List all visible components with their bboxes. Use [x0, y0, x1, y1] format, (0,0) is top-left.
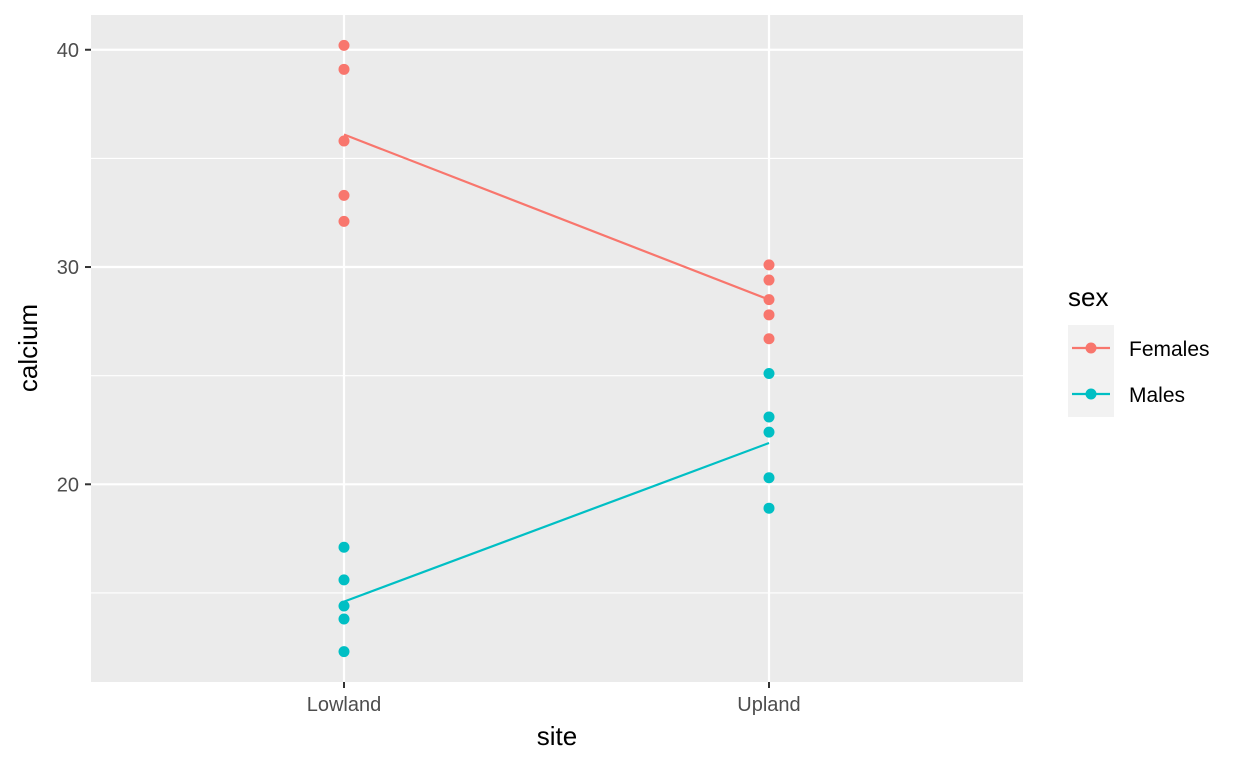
x-axis-title: site [537, 721, 577, 751]
data-point-males [338, 541, 350, 553]
data-point-females [338, 189, 350, 201]
data-point-males [763, 426, 775, 438]
x-tick-label: Lowland [307, 694, 382, 716]
legend: sex Females Males [1068, 282, 1210, 417]
x-tick-label: Upland [737, 694, 800, 716]
data-point-females [763, 333, 775, 345]
legend-label-males: Males [1129, 384, 1185, 407]
data-points [338, 39, 775, 658]
data-point-males [338, 574, 350, 586]
data-point-females [763, 274, 775, 286]
legend-key-point [1085, 388, 1097, 400]
series-line-females [343, 133, 770, 301]
data-point-females [763, 294, 775, 306]
data-point-females [338, 135, 350, 147]
data-point-females [763, 259, 775, 271]
data-point-females [338, 39, 350, 51]
data-point-males [763, 411, 775, 423]
data-point-males [338, 646, 350, 658]
y-tick-label: 40 [57, 40, 79, 62]
gridlines [91, 15, 1023, 682]
mean-lines [343, 133, 770, 603]
data-point-males [763, 472, 775, 484]
data-point-males [763, 502, 775, 514]
panel-background [91, 15, 1023, 682]
y-tick-label: 30 [57, 257, 79, 279]
data-point-females [338, 215, 350, 227]
data-point-males [763, 367, 775, 379]
series-line-males [343, 441, 770, 603]
plot-panel [91, 15, 1023, 682]
y-axis-title: calcium [13, 304, 43, 392]
data-point-females [338, 63, 350, 75]
legend-key-point [1085, 342, 1097, 354]
y-tick-label: 20 [57, 474, 79, 496]
legend-label-females: Females [1129, 338, 1210, 361]
legend-title: sex [1068, 282, 1108, 312]
data-point-females [763, 309, 775, 321]
data-point-males [338, 600, 350, 612]
data-point-males [338, 613, 350, 625]
axes: 20 30 40 Lowland Upland [57, 40, 801, 716]
